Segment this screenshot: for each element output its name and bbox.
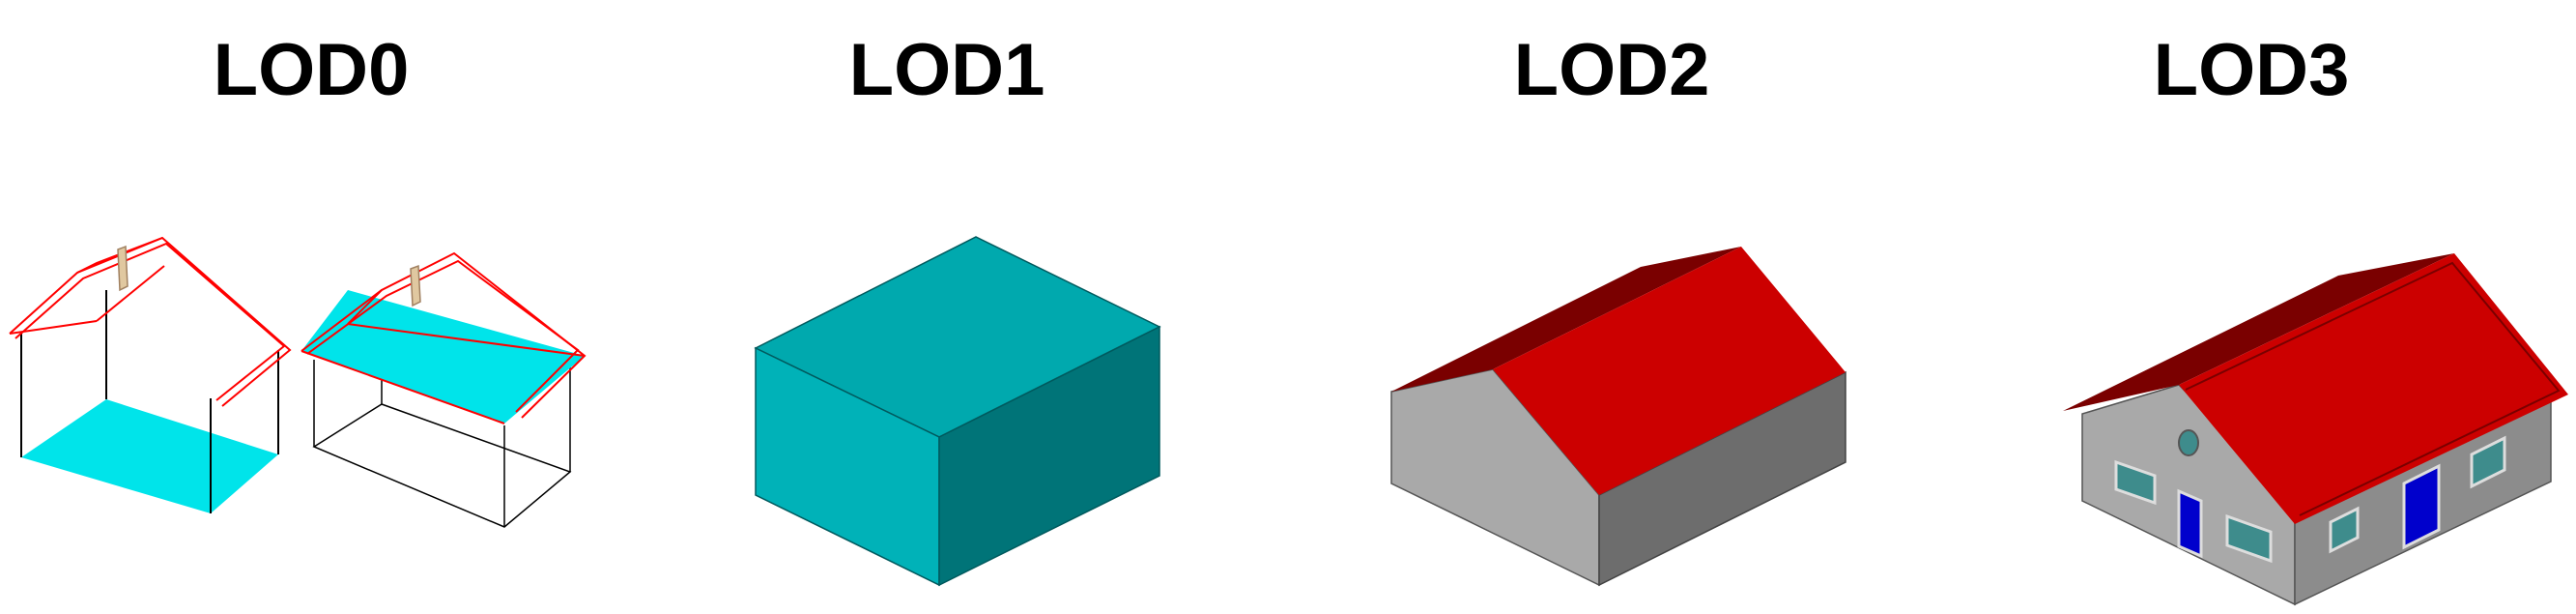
lod3-roof-trim xyxy=(2185,261,2561,516)
lod2-side-wall xyxy=(1598,370,1846,587)
lod0-footprint-model xyxy=(9,236,292,513)
lod3-door xyxy=(2177,488,2203,559)
lod2-roof-back xyxy=(1391,247,1741,392)
lod3-round-window xyxy=(2178,429,2199,456)
lod3-roof-front xyxy=(2179,253,2568,524)
lod2-gabled-model xyxy=(1390,247,1846,587)
lod0-chimney xyxy=(117,245,129,292)
lod0-roof-edges xyxy=(301,251,587,424)
lod0-wall-edges xyxy=(20,290,279,513)
lod3-label: LOD3 xyxy=(2153,29,2350,111)
lod2-label: LOD2 xyxy=(1513,29,1710,111)
lod2-roof-front xyxy=(1493,247,1846,495)
lod3-window xyxy=(2329,506,2360,554)
lod1-right-face xyxy=(938,325,1160,587)
lod0-floor-wireframe xyxy=(312,319,572,528)
lod0-roof-plane xyxy=(301,290,585,424)
lod3-roof-back xyxy=(2063,253,2454,411)
lod1-block-model xyxy=(754,236,1161,587)
lod3-window xyxy=(2470,435,2506,489)
lod3-window xyxy=(2225,513,2273,564)
lod0-ground-footprint xyxy=(21,399,278,513)
lod3-window xyxy=(2114,459,2157,506)
lod0-label: LOD0 xyxy=(213,29,410,111)
lod3-detailed-model xyxy=(2063,253,2568,606)
lod3-door xyxy=(2402,463,2441,550)
lod0-roof-chimney xyxy=(410,264,421,307)
lod0-roof-model xyxy=(301,251,587,528)
lod0-roof-outline xyxy=(9,236,292,407)
lod1-label: LOD1 xyxy=(848,29,1045,111)
